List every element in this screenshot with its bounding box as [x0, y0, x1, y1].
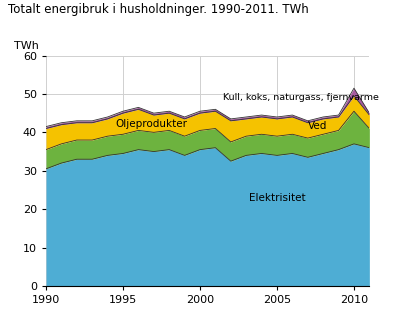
Text: Ved: Ved: [308, 121, 327, 131]
Text: Totalt energibruk i husholdninger. 1990-2011. TWh: Totalt energibruk i husholdninger. 1990-…: [8, 3, 309, 16]
Text: Elektrisitet: Elektrisitet: [249, 194, 305, 204]
Text: TWh: TWh: [14, 41, 38, 51]
Text: Oljeprodukter: Oljeprodukter: [115, 119, 187, 129]
Text: Kull, koks, naturgass, fjernvarme: Kull, koks, naturgass, fjernvarme: [223, 93, 379, 102]
